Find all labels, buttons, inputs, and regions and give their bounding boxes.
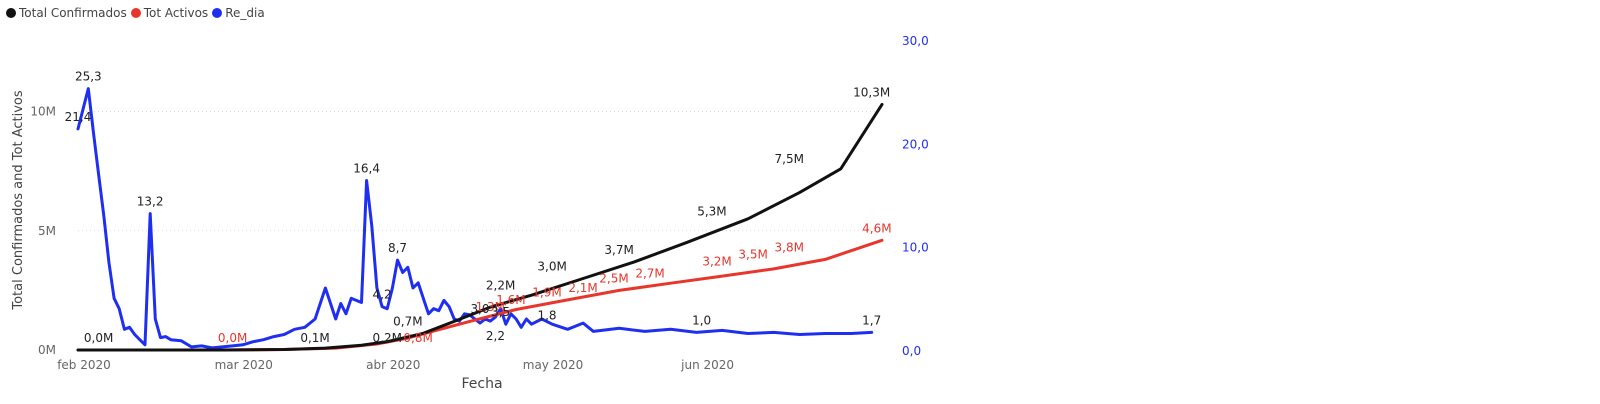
right-tick-label: 30,0 (902, 34, 929, 48)
right-y-axis: 0,0 10,0 20,0 30,0 (902, 34, 929, 358)
data-label: 2,1M (568, 281, 597, 295)
data-label: 3,8M (775, 240, 804, 254)
data-label: 0,0M (84, 331, 113, 345)
data-label: 2,2M (486, 279, 515, 293)
data-label: 3,0M (537, 259, 566, 273)
data-label: 1,7 (862, 313, 881, 327)
data-label: 21,4 (65, 110, 92, 124)
data-label: 25,3 (75, 70, 102, 84)
data-label: 16,4 (353, 162, 380, 176)
legend-item-total-confirmados[interactable]: Total Confirmados (6, 6, 127, 20)
data-label: 3,0 (470, 302, 489, 316)
data-label: 10,3M (853, 85, 890, 99)
x-tick-label: jun 2020 (680, 358, 734, 372)
data-label: 4,2 (373, 288, 392, 302)
data-label: 2,5M (599, 271, 628, 285)
y-axis-title: Total Confirmados and Tot Activos (11, 90, 26, 310)
x-tick-label: may 2020 (523, 358, 584, 372)
data-label: 8,7 (388, 241, 407, 255)
left-tick-label: 0M (38, 343, 56, 357)
left-tick-label: 10M (30, 105, 56, 119)
legend-dot-blue (212, 8, 223, 18)
data-label: 1,0 (692, 313, 711, 327)
data-label: 3,5 (491, 305, 510, 319)
x-tick-label: abr 2020 (366, 358, 420, 372)
left-y-axis: 0M 5M 10M (30, 105, 56, 357)
data-label: 1,6M (496, 293, 525, 307)
data-label: 0,0M (218, 331, 247, 345)
x-tick-label: feb 2020 (57, 358, 111, 372)
data-label: 13,2 (137, 195, 164, 209)
data-labels: 0,0M 0,1M 0,2M 0,7M 2,2M 3,0M 3,7M 5,3M 7,5M 10,3… (65, 70, 892, 345)
data-label: 0,1M (300, 331, 329, 345)
right-tick-label: 20,0 (902, 137, 929, 151)
legend-dot-black (6, 8, 16, 18)
data-label: 3,7M (604, 243, 633, 257)
legend-dot-red (130, 8, 141, 18)
data-label: 3,2M (702, 255, 731, 269)
data-label: 5,3M (697, 205, 726, 219)
series-lines (76, 87, 884, 352)
right-tick-label: 10,0 (902, 241, 929, 255)
data-label: 2,2 (486, 329, 505, 343)
data-label: 7,5M (775, 152, 804, 166)
data-label: 0,8M (403, 331, 432, 345)
x-tick-label: mar 2020 (215, 358, 273, 372)
data-label: 4,6M (862, 221, 891, 235)
legend-label: Total Confirmados (19, 6, 127, 20)
data-label: 2,7M (635, 267, 664, 281)
x-axis: feb 2020 mar 2020 abr 2020 may 2020 jun 2020 (57, 358, 734, 372)
left-tick-label: 5M (38, 224, 56, 238)
series-line-total-confirmados (76, 102, 884, 352)
legend-item-re-dia[interactable]: Re_dia (212, 6, 265, 20)
data-label: 0,7M (393, 314, 422, 328)
x-axis-title: Fecha (461, 376, 502, 392)
legend-label: Tot Activos (143, 6, 209, 20)
data-label: 1,8 (537, 308, 556, 322)
right-tick-label: 0,0 (902, 344, 921, 358)
data-label: 3,5M (738, 248, 767, 262)
series-line-re-dia (76, 87, 874, 350)
data-label: 1,9M (532, 286, 561, 300)
legend-label: Re_dia (225, 6, 265, 20)
data-label: 0,2M (373, 331, 402, 345)
data-label: 1,3M (476, 300, 505, 314)
legend: Total Confirmados Tot Activos Re_dia (6, 6, 267, 20)
legend-item-tot-activos[interactable]: Tot Activos (130, 6, 209, 20)
